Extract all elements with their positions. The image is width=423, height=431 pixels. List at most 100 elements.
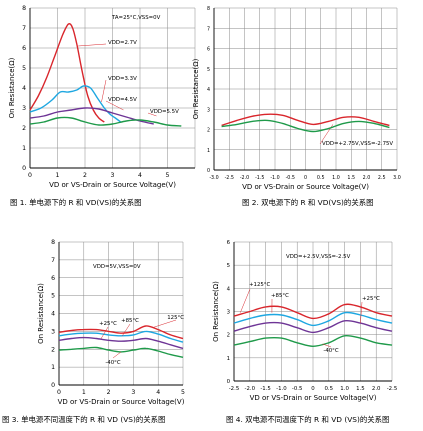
chart-3-x-tick-label: 0 <box>57 389 61 396</box>
chart-3-series-label: +85°C <box>121 318 139 324</box>
chart-2-x-tick-label: -1.0 <box>270 175 279 181</box>
chart-4-y-tick-label: 5 <box>227 263 230 269</box>
chart-2-y-tick-label: 4 <box>207 87 210 93</box>
chart-4-x-tick-label: 1.5 <box>356 386 365 392</box>
chart-1-x-tick-label: 4 <box>138 172 142 179</box>
figure-1-caption: 图 1. 单电源下的 R 和 VD(VS)的关系图 <box>10 198 142 207</box>
chart-4-series-line <box>233 303 393 320</box>
chart-3-y-tick-label: 3 <box>51 328 55 335</box>
chart-1-x-tick-label: 1 <box>56 172 60 179</box>
chart-3-y-tick-label: 0 <box>51 382 55 389</box>
chart-4-annotation: VDD=+2.5V,VSS=-2.5V <box>286 254 351 260</box>
chart-4-series-label: +25°C <box>362 296 380 302</box>
chart-2-y-tick-label: 8 <box>207 6 210 12</box>
chart-4-y-tick-label: 4 <box>227 286 231 292</box>
chart-4-y-tick-label: 1 <box>227 356 230 362</box>
chart-3-series-leader <box>100 326 109 339</box>
chart-2-y-tick-label: 3 <box>207 107 210 113</box>
chart-4-series-leader <box>322 343 332 348</box>
chart-1-series-label: VDD=3.3V <box>108 76 137 82</box>
chart-1-y-tick-label: 5 <box>22 65 26 72</box>
chart-2-x-tick-label: -3.0 <box>209 175 218 181</box>
chart-4-series-line <box>233 334 393 347</box>
chart-1-series-leader <box>78 43 107 47</box>
chart-2-y-tick-label: 5 <box>207 67 210 73</box>
chart-2-x-tick-label: 1.0 <box>332 175 340 181</box>
chart-2-y-tick-label: 6 <box>207 47 210 53</box>
chart-1-x-axis-label: VD or VS-Drain or Source Voltage(V) <box>49 181 176 189</box>
chart-2-series-line <box>221 119 390 133</box>
chart-1-series-label: VDD=5.5V <box>150 109 179 115</box>
chart-1-annotation: TA=25°C,VSS=0V <box>111 15 161 21</box>
chart-2-x-tick-label: 3.0 <box>393 175 401 181</box>
chart-3-y-tick-label: 5 <box>51 293 55 300</box>
chart-4-x-tick-label: -2.5 <box>229 386 240 392</box>
chart-3-x-tick-label: 3 <box>131 389 135 396</box>
chart-3-series-line <box>58 325 184 340</box>
chart-4-series-line <box>233 311 393 327</box>
chart-2-x-axis-label: VD or VS-Drain or Source Voltage(V) <box>242 183 369 191</box>
chart-1-y-tick-label: 6 <box>22 45 26 52</box>
chart-1-y-tick-label: 4 <box>22 85 26 92</box>
chart-3-x-tick-label: 1 <box>82 389 86 396</box>
chart-4-x-tick-label: 0.5 <box>325 386 334 392</box>
chart-2-x-tick-label: -1.5 <box>255 175 264 181</box>
chart-3-x-axis-label: VD or VS-Drain or Source Voltage(V) <box>58 398 185 406</box>
chart-3-y-tick-label: 2 <box>51 346 55 353</box>
chart-4-x-tick-label: -2.5 <box>387 386 398 392</box>
chart-1-series-leader <box>101 79 107 103</box>
chart-1-series-line <box>29 107 154 125</box>
chart-3-y-tick-label: 1 <box>51 364 55 371</box>
chart-2-series-line <box>221 113 390 127</box>
chart-1-y-tick-label: 1 <box>22 145 26 152</box>
chart-3-series-label: -40°C <box>105 360 120 366</box>
chart-1-series-leader <box>105 100 124 111</box>
chart-2-series-label: VDD=+2.75V,VSS=-2.75V <box>322 141 393 147</box>
chart-4-series-label: -40°C <box>323 348 338 354</box>
chart-1-y-tick-label: 8 <box>22 5 26 12</box>
chart-1-y-tick-label: 2 <box>22 125 26 132</box>
chart-3-series-label: 125°C <box>167 315 184 321</box>
chart-3-y-tick-label: 6 <box>51 275 55 282</box>
chart-1-y-tick-label: 7 <box>22 25 26 32</box>
chart-1-series-line <box>29 23 105 123</box>
chart-2-x-tick-label: 2.0 <box>363 175 371 181</box>
chart-4-y-tick-label: 6 <box>227 240 231 246</box>
chart-1-y-axis-label: On Resistance(Ω) <box>8 57 16 118</box>
chart-4-y-axis-label: On Resistance(Ω) <box>212 281 220 342</box>
chart-4-y-tick-label: 0 <box>227 379 231 385</box>
chart-4-series-label: +125°C <box>249 282 271 288</box>
chart-1-x-tick-label: 3 <box>111 172 115 179</box>
chart-4-x-tick-label: -1.5 <box>260 386 271 392</box>
chart-1-series-leader <box>147 112 157 117</box>
chart-4-x-tick-label: -1.0 <box>276 386 287 392</box>
chart-3-series-leader <box>122 323 131 336</box>
chart-4-y-tick-label: 3 <box>227 310 230 316</box>
chart-2-y-tick-label: 2 <box>207 128 210 134</box>
chart-2-x-tick-label: 0 <box>304 175 307 181</box>
chart-1-series-line <box>29 116 182 127</box>
chart-3-series-leader <box>151 319 177 329</box>
chart-2-x-tick-label: -2.5 <box>225 175 234 181</box>
chart-3-y-tick-label: 7 <box>51 257 55 264</box>
chart-3-series-label: +25°C <box>99 321 117 327</box>
chart-4-x-tick-label: 2.0 <box>372 386 381 392</box>
chart-2-y-tick-label: 1 <box>207 148 210 154</box>
chart-1-series-line <box>29 85 122 123</box>
chart-3-y-axis-label: On Resistance(Ω) <box>37 283 45 344</box>
chart-4-x-tick-label: 1.0 <box>340 386 349 392</box>
figure-2-caption: 图 2. 双电源下的 R 和 VD(VS)的关系图 <box>242 198 374 207</box>
chart-2-x-tick-label: 0.5 <box>317 175 325 181</box>
chart-1-y-tick-label: 0 <box>22 165 26 172</box>
chart-4-series-leader <box>240 288 251 313</box>
chart-3-series-line <box>58 336 184 350</box>
figure-4-caption: 图 4. 双电源不同温度下的 R 和 VD (VS)的关系图 <box>226 415 390 424</box>
chart-3-series-line <box>58 346 184 358</box>
chart-3-x-tick-label: 5 <box>181 389 185 396</box>
chart-3-series-leader <box>112 351 122 359</box>
chart-3-series-line <box>58 330 184 343</box>
chart-2-y-tick-label: 0 <box>207 168 210 174</box>
chart-2-x-tick-label: -2.0 <box>240 175 249 181</box>
chart-1-y-tick-label: 3 <box>22 105 26 112</box>
chart-3-x-tick-label: 2 <box>107 389 111 396</box>
